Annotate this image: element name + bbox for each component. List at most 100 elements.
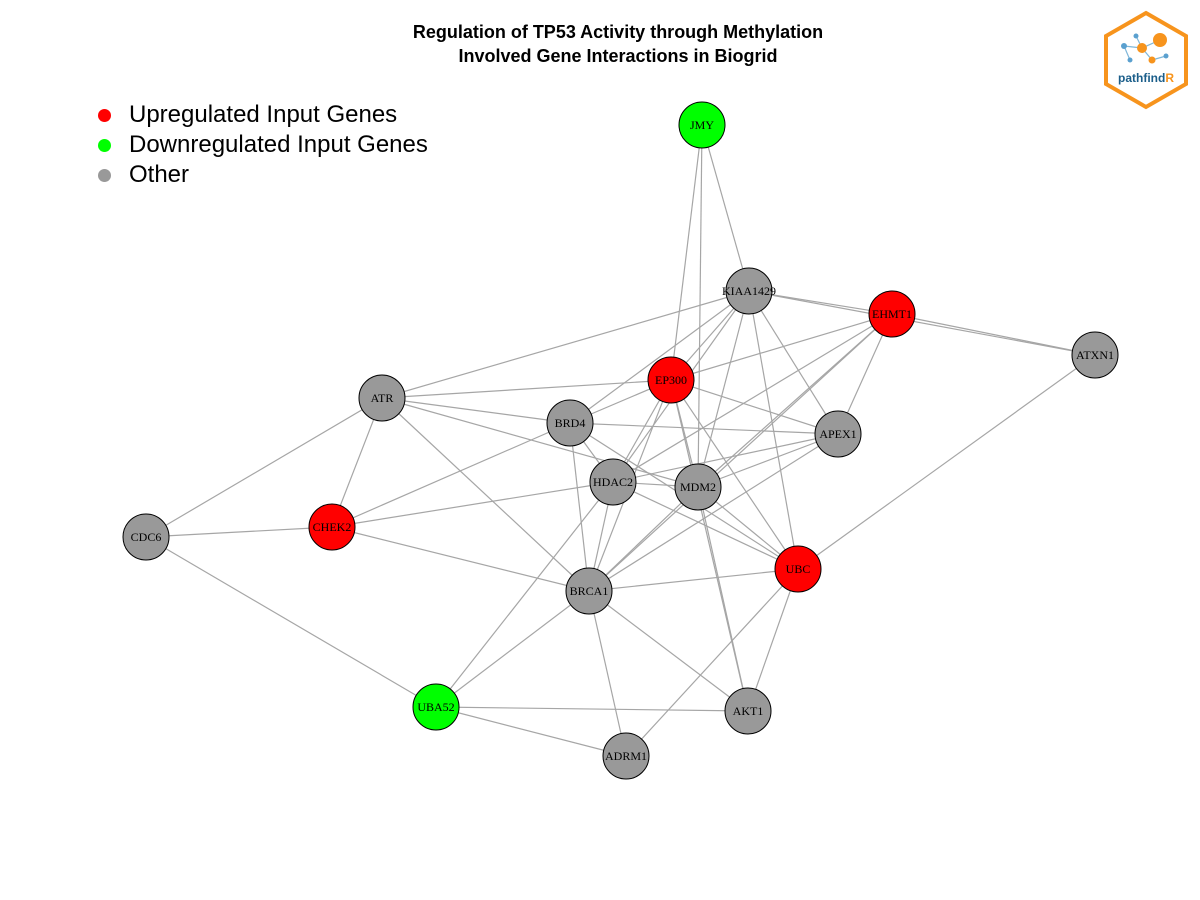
legend-dot-down (98, 138, 111, 152)
legend-item-down: Downregulated Input Genes (96, 130, 428, 160)
edge-kiaa1429-apex1 (748, 290, 839, 435)
legend-dot-up (98, 108, 111, 122)
node-circle-ehmt1 (868, 290, 916, 338)
node-hdac2: HDAC2 (589, 458, 637, 506)
node-chek2: CHEK2 (308, 503, 356, 551)
legend-item-up: Upregulated Input Genes (96, 100, 428, 130)
node-circle-apex1 (814, 410, 862, 458)
node-uba52: UBA52 (412, 683, 460, 731)
edge-atxn1-ubc (797, 354, 1096, 570)
edge-kiaa1429-ubc (748, 290, 799, 570)
edge-apex1-hdac2 (612, 433, 839, 483)
edge-atr-brd4 (381, 397, 571, 424)
node-label-chek2: CHEK2 (313, 520, 352, 534)
node-brd4: BRD4 (546, 399, 594, 447)
title-line-2: Involved Gene Interactions in Biogrid (458, 46, 778, 66)
node-label-ehmt1: EHMT1 (872, 307, 912, 321)
node-label-cdc6: CDC6 (131, 530, 162, 544)
node-label-akt1: AKT1 (733, 704, 764, 718)
edge-atr-mdm2 (381, 397, 699, 488)
node-circle-brd4 (546, 399, 594, 447)
edge-ubc-adrm1 (625, 568, 799, 757)
edge-kiaa1429-brd4 (569, 290, 750, 424)
node-mdm2: MDM2 (674, 463, 722, 511)
node-label-uba52: UBA52 (417, 700, 454, 714)
node-circle-chek2 (308, 503, 356, 551)
node-circle-adrm1 (602, 732, 650, 780)
edge-kiaa1429-atxn1 (748, 290, 1096, 356)
node-kiaa1429: KIAA1429 (722, 267, 776, 315)
chart-title: Regulation of TP53 Activity through Meth… (0, 20, 1200, 68)
node-atxn1: ATXN1 (1071, 331, 1119, 379)
node-circle-uba52 (412, 683, 460, 731)
node-ubc: UBC (774, 545, 822, 593)
node-circle-kiaa1429 (725, 267, 773, 315)
node-circle-atxn1 (1071, 331, 1119, 379)
edge-brd4-chek2 (331, 422, 571, 528)
node-circle-jmy (678, 101, 726, 149)
edge-hdac2-uba52 (435, 481, 614, 708)
edge-ehmt1-ep300 (670, 313, 893, 381)
node-circle-mdm2 (674, 463, 722, 511)
edge-ubc-brca1 (588, 568, 799, 592)
node-label-brca1: BRCA1 (570, 584, 609, 598)
legend-dot-other (98, 168, 111, 182)
edge-uba52-akt1 (435, 706, 749, 712)
node-label-jmy: JMY (690, 118, 714, 132)
node-label-atr: ATR (371, 391, 394, 405)
edge-jmy-kiaa1429 (701, 124, 750, 292)
node-brca1: BRCA1 (565, 567, 613, 615)
edge-ep300-ubc (670, 379, 799, 570)
node-label-mdm2: MDM2 (680, 480, 716, 494)
node-label-brd4: BRD4 (555, 416, 586, 430)
node-akt1: AKT1 (724, 687, 772, 735)
edge-ep300-apex1 (670, 379, 839, 435)
legend-label-down: Downregulated Input Genes (129, 131, 428, 158)
edge-jmy-ep300 (670, 124, 703, 381)
pathfindr-logo: pathfindR (1104, 10, 1188, 110)
edge-brca1-uba52 (435, 590, 590, 708)
node-circle-ubc (774, 545, 822, 593)
node-label-adrm1: ADRM1 (605, 749, 647, 763)
legend-label-other: Other (129, 161, 190, 188)
edge-ubc-akt1 (747, 568, 799, 712)
edge-uba52-adrm1 (435, 706, 627, 757)
edge-mdm2-brca1 (588, 486, 699, 592)
legend-label-up: Upregulated Input Genes (129, 101, 398, 128)
edge-ehmt1-brca1 (588, 313, 893, 592)
svg-text:pathfindR: pathfindR (1118, 71, 1174, 85)
node-atr: ATR (358, 374, 406, 422)
node-jmy: JMY (678, 101, 726, 149)
edge-kiaa1429-atr (381, 290, 750, 399)
node-label-apex1: APEX1 (819, 427, 856, 441)
node-apex1: APEX1 (814, 410, 862, 458)
node-circle-akt1 (724, 687, 772, 735)
node-circle-ep300 (647, 356, 695, 404)
node-circle-hdac2 (589, 458, 637, 506)
node-label-ep300: EP300 (655, 373, 687, 387)
logo-text-main: pathfind (1118, 71, 1165, 85)
edge-apex1-brca1 (588, 433, 839, 592)
edge-mdm2-akt1 (697, 486, 749, 712)
edge-hdac2-chek2 (331, 481, 614, 528)
edge-brd4-apex1 (569, 422, 839, 435)
node-label-ubc: UBC (786, 562, 811, 576)
legend: Upregulated Input Genes Downregulated In… (96, 100, 428, 190)
edge-chek2-brca1 (331, 526, 590, 592)
node-cdc6: CDC6 (122, 513, 170, 561)
node-ehmt1: EHMT1 (868, 290, 916, 338)
edge-kiaa1429-mdm2 (697, 290, 750, 488)
edge-chek2-cdc6 (145, 526, 333, 538)
node-label-kiaa1429: KIAA1429 (722, 284, 776, 298)
edge-layer (145, 124, 1096, 757)
edge-hdac2-ubc (612, 481, 799, 570)
node-layer: JMY KIAA1429 EHMT1 ATXN1 EP300 ATR BRD4 APEX1 HD… (122, 101, 1119, 780)
node-circle-brca1 (565, 567, 613, 615)
node-label-hdac2: HDAC2 (593, 475, 633, 489)
legend-item-other: Other (96, 160, 428, 190)
edge-brd4-brca1 (569, 422, 590, 592)
edge-jmy-mdm2 (697, 124, 703, 488)
edge-brca1-adrm1 (588, 590, 627, 757)
edge-atr-ep300 (381, 379, 672, 399)
